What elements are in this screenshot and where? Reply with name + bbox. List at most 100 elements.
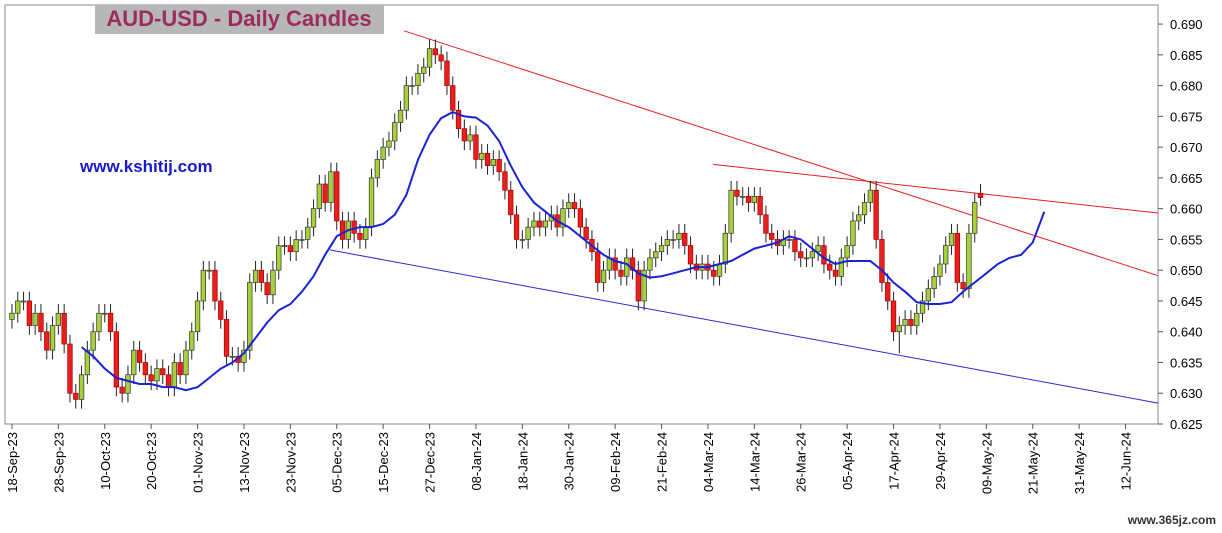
x-tick-label: 28-Sep-23: [51, 432, 66, 493]
candle-body: [821, 245, 827, 265]
candle-body: [334, 171, 340, 222]
candle-body: [200, 269, 207, 302]
candle-body: [577, 208, 583, 228]
x-tick-label: 20-Oct-23: [144, 432, 159, 490]
x-tick-label: 18-Sep-23: [5, 432, 20, 493]
candle-body: [600, 269, 607, 283]
candle-body: [32, 312, 38, 326]
candle-body: [293, 239, 299, 253]
x-tick-label: 04-Mar-24: [701, 432, 716, 492]
candle-body: [954, 232, 960, 283]
candle-body: [310, 208, 317, 228]
candle-body: [943, 245, 949, 265]
candle-body: [165, 374, 172, 388]
candle-body: [496, 159, 502, 173]
candle-body: [786, 239, 792, 241]
candle-body: [879, 239, 885, 283]
candle-body: [322, 183, 328, 203]
candle-body: [177, 362, 183, 376]
candle-body: [960, 282, 966, 289]
trendline: [713, 163, 1159, 214]
candle-body: [281, 245, 288, 247]
candle-body: [566, 202, 572, 210]
candle-body: [363, 226, 369, 240]
x-tick-label: 14-Mar-24: [747, 432, 762, 492]
candle-body: [432, 48, 438, 56]
candle-body: [595, 251, 601, 283]
y-tick-label: 0.635: [1170, 355, 1203, 370]
candle-body: [136, 349, 143, 363]
candle-body: [55, 312, 62, 326]
marks: [9, 30, 1159, 409]
candle-body: [125, 374, 131, 394]
candle-body: [96, 312, 102, 333]
candle-body: [73, 392, 79, 400]
candle-body: [977, 192, 984, 198]
x-tick-label: 08-Jan-24: [469, 432, 484, 491]
candle-body: [339, 220, 346, 240]
x-tick-label: 31-May-24: [1072, 432, 1087, 494]
candle-body: [438, 54, 444, 62]
candle-body: [154, 368, 160, 382]
candle-body: [728, 189, 734, 234]
candle-body: [276, 245, 282, 271]
x-tick-label: 09-May-24: [979, 432, 994, 494]
y-tick-label: 0.685: [1170, 48, 1203, 63]
candle-body: [571, 202, 578, 210]
candle-body: [751, 195, 757, 203]
candle-body: [328, 171, 334, 203]
candle-body: [426, 48, 433, 68]
candle-body: [734, 189, 740, 197]
title-box: [95, 5, 384, 34]
candle-body: [78, 374, 85, 400]
candle-body: [171, 362, 178, 388]
candle-body: [113, 331, 120, 388]
candle-body: [757, 195, 763, 216]
candle-body: [896, 325, 902, 333]
candle-body: [676, 232, 682, 240]
y-tick-label: 0.660: [1170, 202, 1203, 217]
candle-body: [252, 269, 259, 283]
candle-body: [740, 195, 746, 198]
candle-body: [455, 109, 462, 130]
candle-body: [102, 312, 108, 315]
y-tick-label: 0.665: [1170, 171, 1203, 186]
candle-body: [885, 282, 891, 302]
candle-body: [902, 319, 908, 326]
moving-average: [80, 111, 1046, 392]
y-tick-label: 0.670: [1170, 140, 1203, 155]
x-tick-label: 10-Oct-23: [98, 432, 113, 490]
candle-body: [467, 134, 473, 142]
candle-body: [61, 312, 67, 345]
candle-body: [937, 263, 943, 277]
candle-body: [49, 325, 56, 351]
candle-body: [502, 171, 508, 191]
candle-body: [792, 239, 798, 253]
candle-body: [560, 208, 566, 228]
candle-body: [142, 362, 149, 376]
candle-body: [722, 232, 728, 265]
candle-body: [264, 282, 270, 296]
candle-body: [397, 109, 404, 123]
candle-body: [148, 374, 154, 382]
candle-body: [716, 263, 723, 277]
candle-body: [223, 319, 230, 357]
candle-body: [624, 257, 630, 277]
candle-body: [351, 220, 357, 234]
candle-body: [386, 140, 392, 148]
candle-body: [484, 152, 491, 166]
x-tick-label: 29-Apr-24: [933, 432, 948, 490]
candle-body: [711, 269, 717, 277]
x-tick-label: 26-Mar-24: [794, 432, 809, 492]
y-tick-label: 0.655: [1170, 232, 1203, 247]
candle-body: [769, 232, 775, 240]
candle-body: [664, 239, 670, 246]
candle-body: [421, 66, 427, 74]
candle-body: [687, 245, 694, 265]
candle-body: [844, 245, 850, 259]
candle-body: [803, 257, 810, 260]
x-tick-label: 09-Feb-24: [608, 432, 623, 492]
candle-body: [444, 60, 450, 86]
